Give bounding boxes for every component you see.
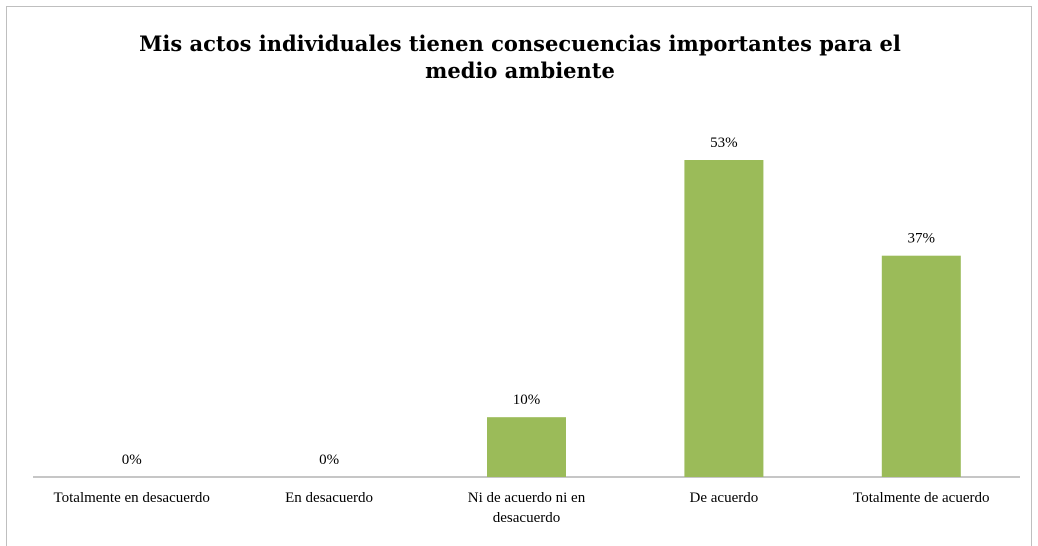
bar-5 xyxy=(881,255,961,477)
data-label-5: 37% xyxy=(908,231,936,247)
bar-3 xyxy=(487,417,566,477)
bar-4 xyxy=(684,160,764,477)
data-label-4: 53% xyxy=(710,135,738,151)
chart-title: Mis actos individuales tienen consecuenc… xyxy=(139,31,901,83)
category-label-3-line-2: desacuerdo xyxy=(493,510,560,526)
category-label-1: Totalmente en desacuerdo xyxy=(54,490,210,506)
category-label-2: En desacuerdo xyxy=(285,490,373,506)
category-label-4: De acuerdo xyxy=(690,490,759,506)
category-label-5: Totalmente de acuerdo xyxy=(853,490,989,506)
data-label-1: 0% xyxy=(122,452,142,468)
category-label-3-line-1: Ni de acuerdo ni en xyxy=(468,490,586,506)
data-label-2: 0% xyxy=(319,452,339,468)
data-label-3: 10% xyxy=(513,392,541,408)
